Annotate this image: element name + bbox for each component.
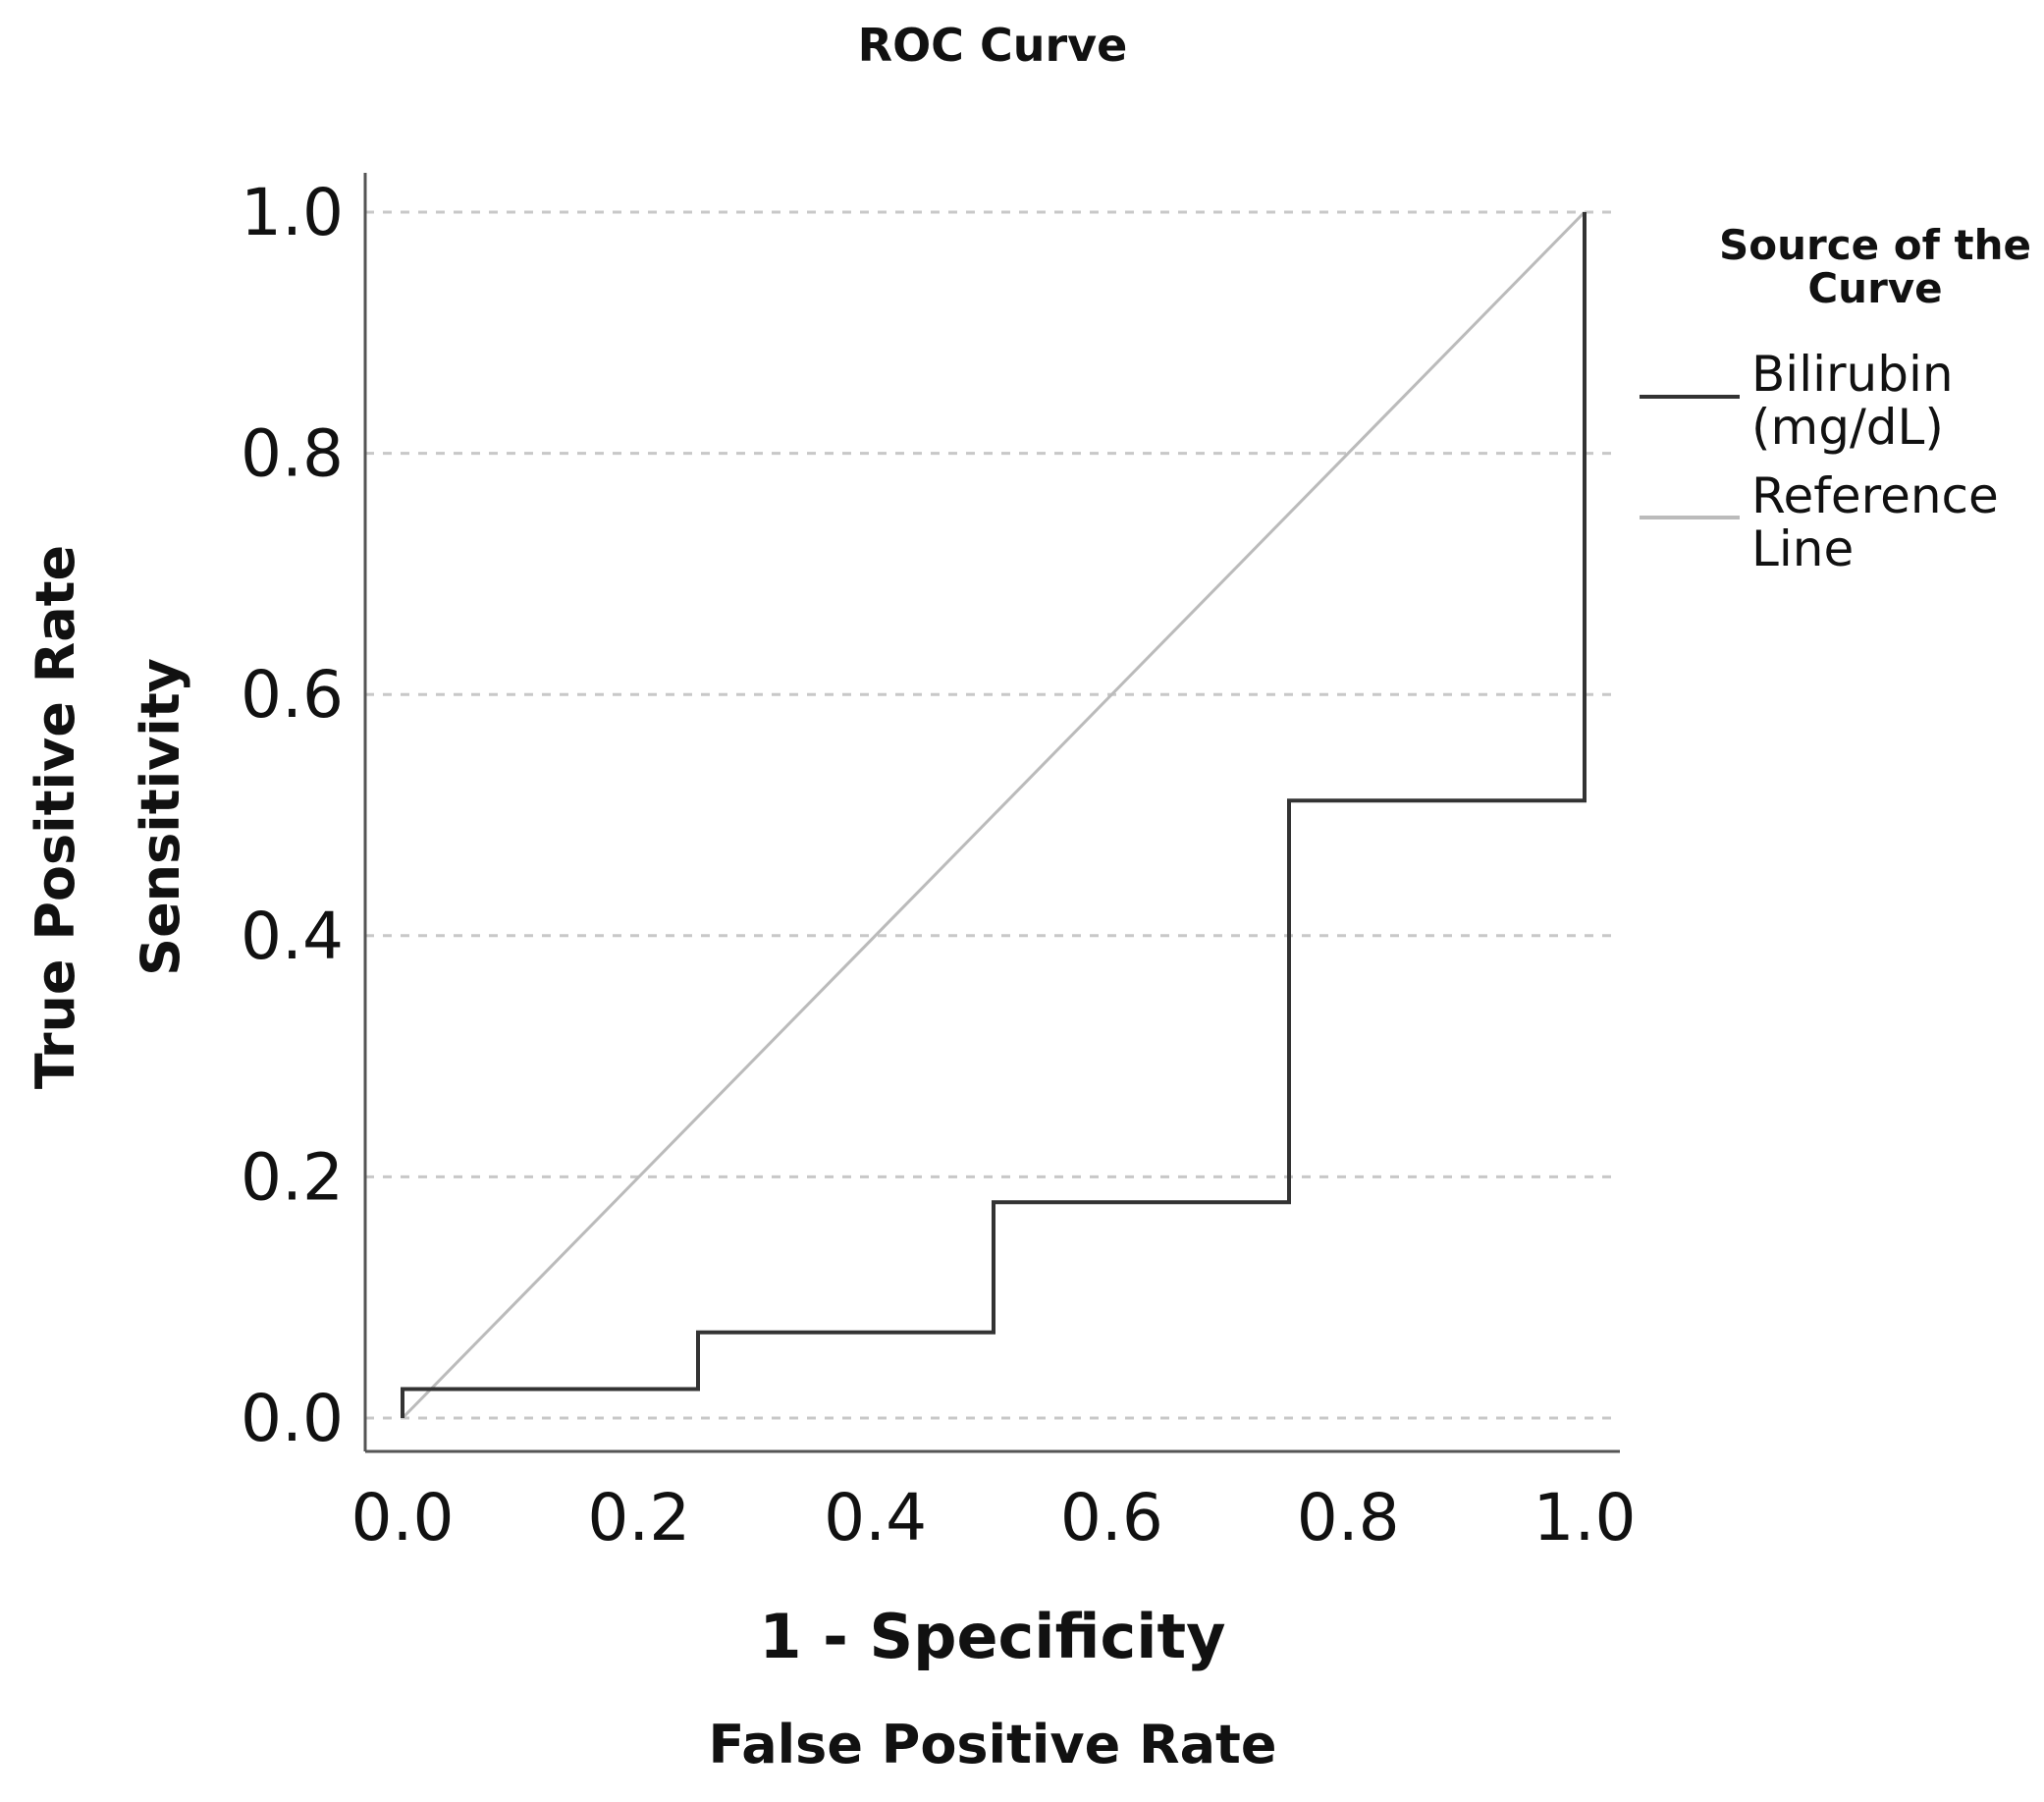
x-tick-label-5: 1.0 <box>1533 1480 1637 1556</box>
y-tick-label-4: 0.8 <box>241 416 344 492</box>
x-tick-label-4: 0.8 <box>1297 1480 1400 1556</box>
y-axis-label: Sensitivity <box>130 658 191 976</box>
y-tick-label-2: 0.4 <box>241 899 344 974</box>
x-tick-labels: 0.0 0.2 0.4 0.6 0.8 1.0 <box>351 1480 1637 1556</box>
x-tick-label-1: 0.2 <box>587 1480 690 1556</box>
x-axis-label-secondary: False Positive Rate <box>709 1714 1277 1775</box>
x-tick-label-2: 0.4 <box>824 1480 927 1556</box>
series-line-bilirubin <box>401 212 1587 1418</box>
y-tick-label-1: 0.2 <box>241 1139 344 1215</box>
grid-lines <box>365 210 1620 1420</box>
y-tick-label-0: 0.0 <box>241 1381 344 1456</box>
y-tick-labels: 0.0 0.2 0.4 0.6 0.8 1.0 <box>241 175 344 1456</box>
legend-label-reference-line2: Line <box>1751 520 1854 577</box>
x-tick-label-0: 0.0 <box>351 1480 455 1556</box>
y-axis-label-secondary: True Positive Rate <box>25 545 86 1089</box>
y-tick-label-3: 0.6 <box>241 657 344 733</box>
legend-label-reference-line1: Reference <box>1751 467 1999 524</box>
series-lines <box>401 210 1587 1420</box>
legend-title-line2: Curve <box>1807 264 1942 312</box>
chart-title: ROC Curve <box>858 19 1128 72</box>
legend-label-bilirubin-line2: (mg/dL) <box>1751 399 1944 456</box>
legend: Source of the Curve Bilirubin (mg/dL) Re… <box>1640 221 2031 577</box>
series-line-reference <box>401 210 1587 1420</box>
x-tick-label-3: 0.6 <box>1060 1480 1163 1556</box>
legend-label-bilirubin-line1: Bilirubin <box>1751 346 1954 403</box>
y-tick-label-5: 1.0 <box>241 175 344 250</box>
legend-title-line1: Source of the <box>1719 221 2031 269</box>
x-axis-label: 1 - Specificity <box>759 1601 1225 1672</box>
